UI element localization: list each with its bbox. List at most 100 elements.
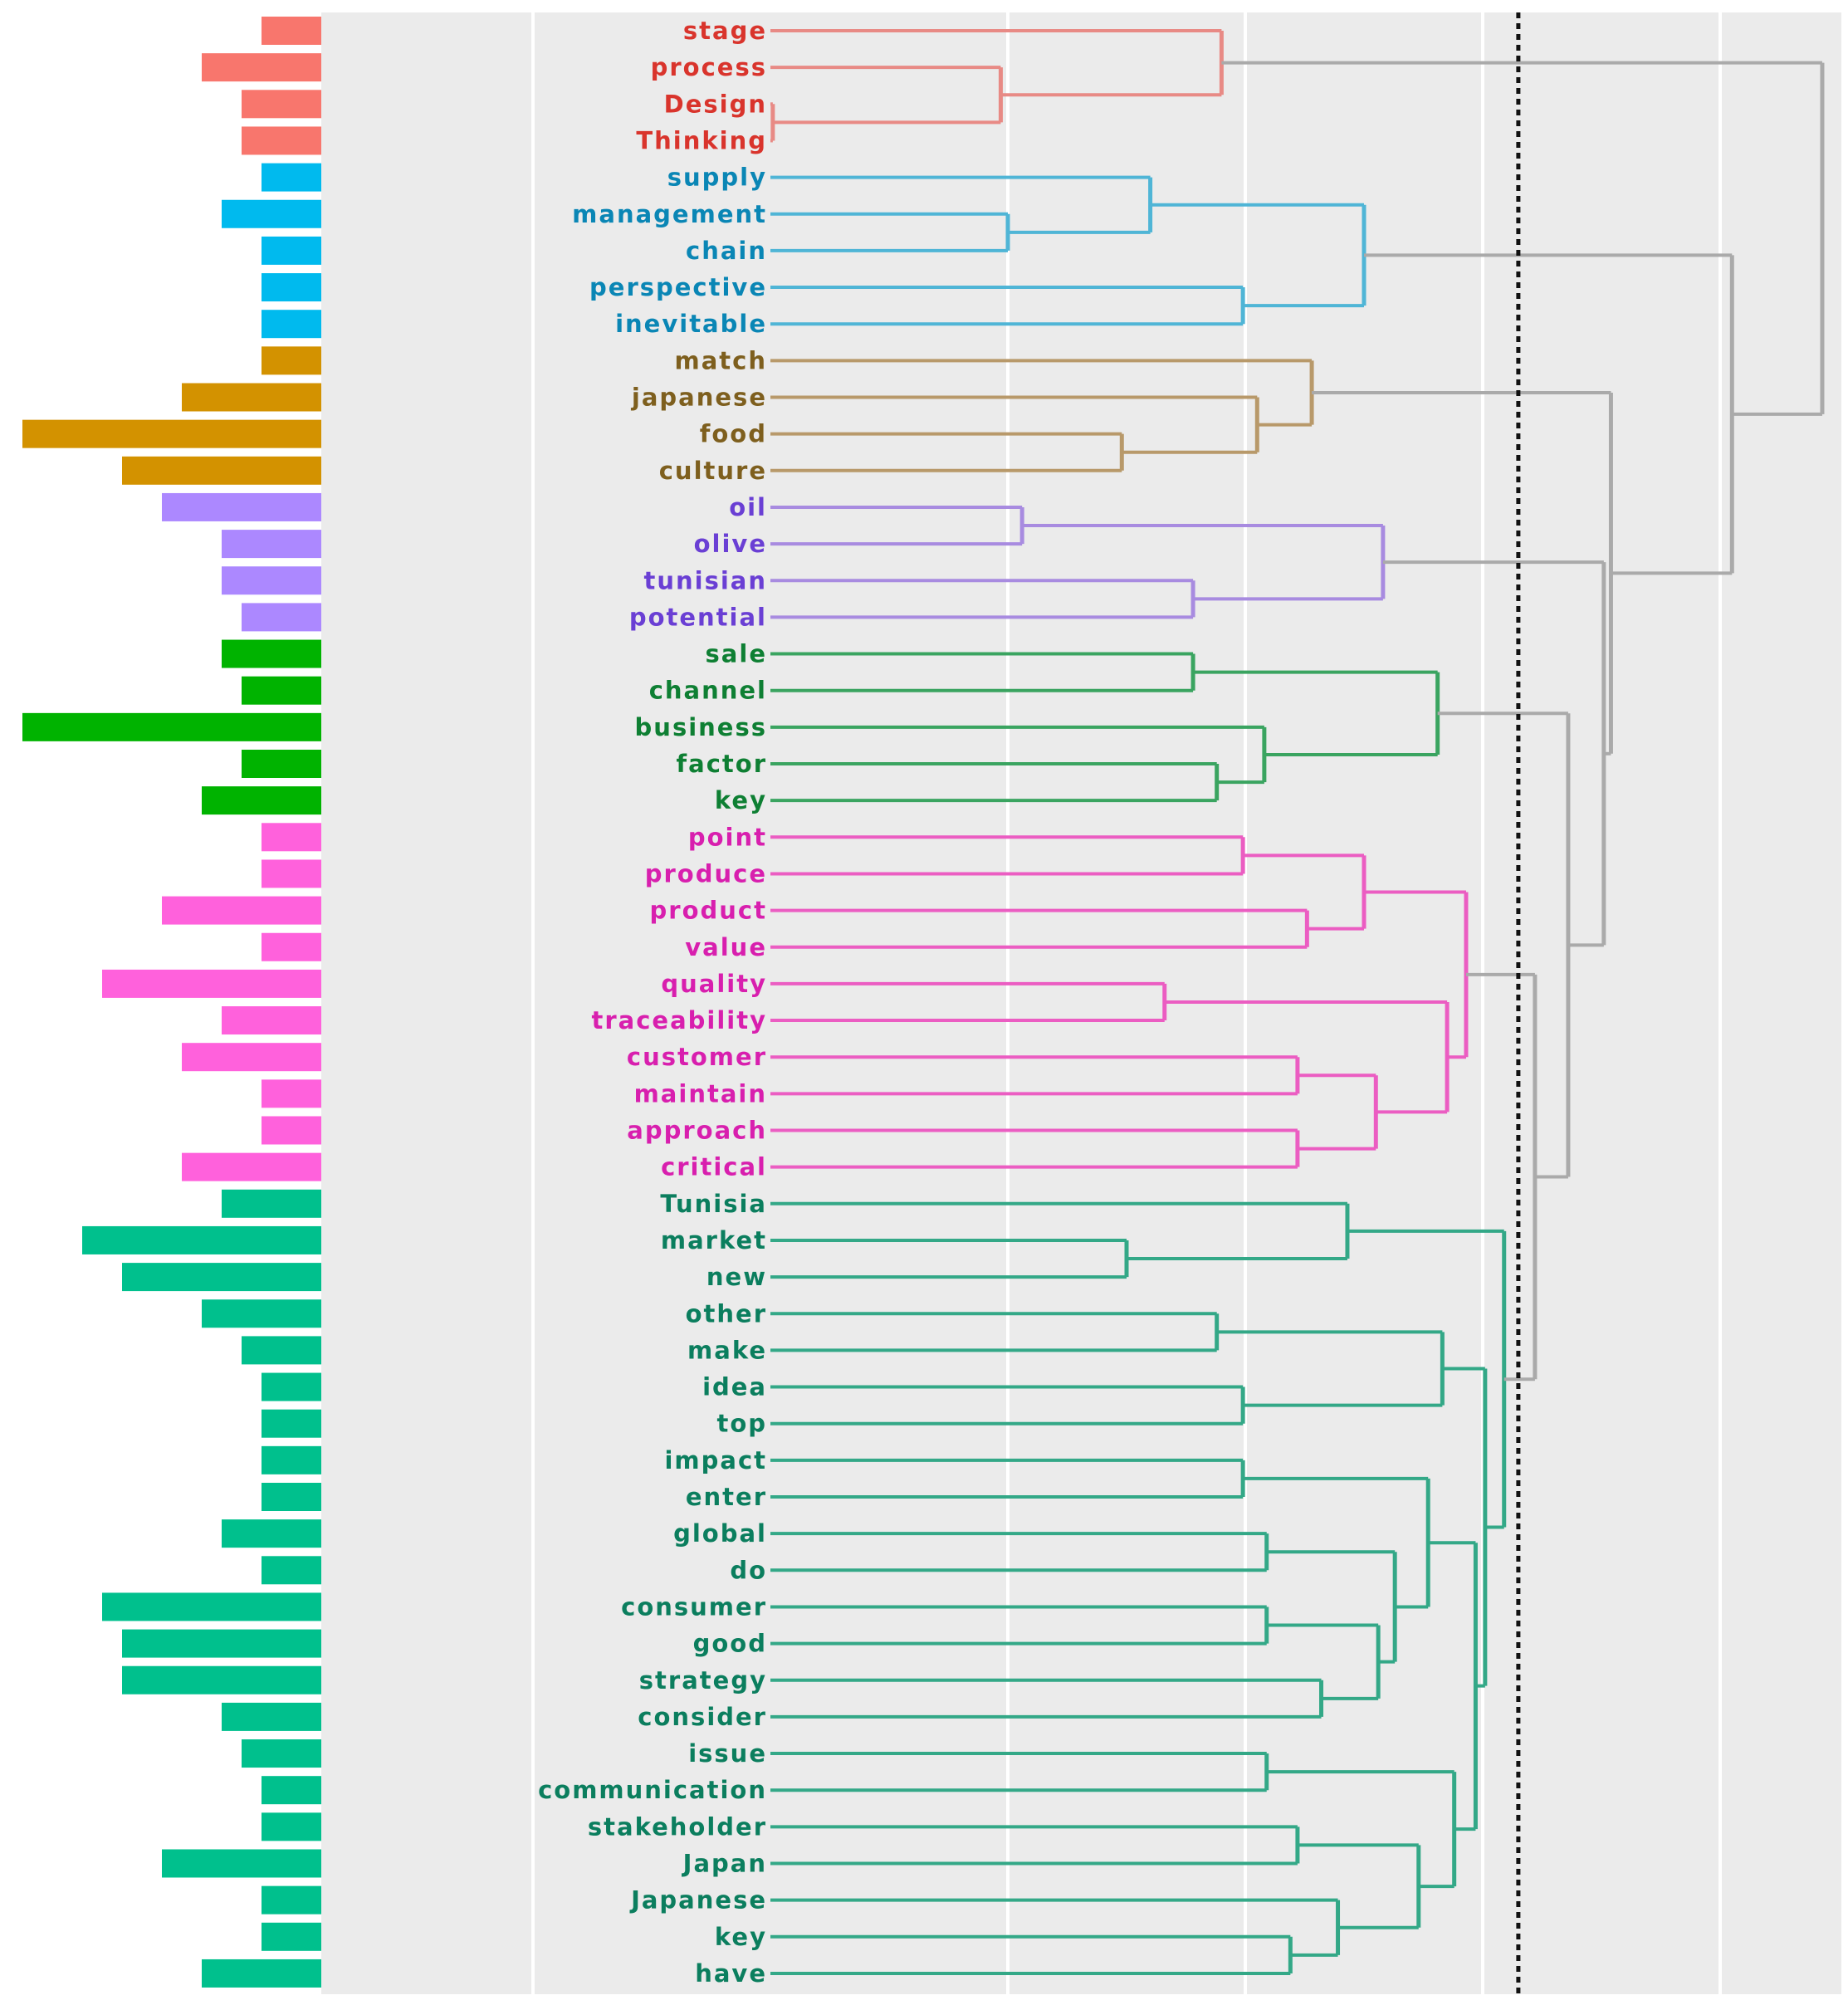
leaf-label: Thinking (636, 126, 767, 154)
leaf-label: strategy (639, 1666, 767, 1694)
bar-tunisian (222, 566, 321, 595)
bar-culture (122, 456, 321, 485)
leaf-label: oil (729, 493, 767, 521)
leaf-label: enter (686, 1483, 767, 1511)
bar-consider (222, 1702, 321, 1731)
panel-background (321, 12, 1841, 1994)
leaf-label: maintain (634, 1079, 767, 1108)
leaf-label: market (661, 1226, 767, 1254)
leaf-label: do (730, 1556, 767, 1584)
bar-thinking (242, 126, 321, 155)
leaf-label: match (675, 346, 768, 374)
leaf-label: Japan (682, 1850, 767, 1878)
bar-management (222, 199, 321, 228)
leaf-label: customer (627, 1043, 767, 1071)
bar-market (82, 1225, 321, 1254)
leaf-label: produce (645, 859, 767, 888)
bar-stage (262, 17, 321, 45)
bar-consumer (102, 1592, 321, 1621)
bar-value (262, 932, 321, 961)
bar-stakeholder (262, 1812, 321, 1841)
leaf-label: channel (649, 677, 767, 705)
leaf-label: Design (664, 90, 767, 118)
leaf-label: other (686, 1299, 767, 1328)
leaf-label: good (693, 1630, 767, 1658)
leaf-label: point (688, 823, 767, 851)
leaf-label: olive (694, 530, 767, 558)
bar-olive (222, 530, 321, 559)
bar-process (202, 53, 321, 82)
leaf-label: Japanese (629, 1886, 767, 1915)
leaf-label: Tunisia (660, 1190, 767, 1218)
leaf-label: issue (688, 1739, 767, 1768)
bar-design (242, 90, 321, 119)
bar-supply (262, 163, 321, 192)
bar-japan (162, 1849, 321, 1878)
bar-japanese (182, 383, 321, 412)
frequency-bars (22, 17, 321, 1988)
bar-new (122, 1263, 321, 1292)
leaf-label: top (716, 1410, 767, 1438)
leaf-label: factor (677, 750, 767, 778)
bar-issue (242, 1739, 321, 1768)
bar-customer (182, 1043, 321, 1072)
leaf-label: supply (667, 164, 767, 192)
leaf-label: product (650, 897, 767, 925)
leaf-label: stakeholder (588, 1812, 767, 1841)
bar-critical (182, 1152, 321, 1181)
bar-channel (242, 676, 321, 705)
bar-communication (262, 1776, 321, 1805)
bar-food (22, 419, 321, 448)
leaf-label: critical (661, 1153, 767, 1181)
bar-sale (222, 639, 321, 668)
leaf-label: consider (638, 1703, 767, 1731)
bar-idea (262, 1372, 321, 1401)
leaf-label: sale (706, 640, 767, 668)
leaf-label: value (685, 933, 767, 961)
bar-traceability (222, 1006, 321, 1035)
leaf-label: approach (627, 1117, 767, 1145)
bar-have (202, 1959, 321, 1988)
bar-point (262, 823, 321, 852)
bar-oil (162, 492, 321, 521)
leaf-label: idea (702, 1373, 767, 1401)
bar-make (242, 1336, 321, 1365)
bar-potential (242, 603, 321, 632)
bar-approach (262, 1116, 321, 1145)
leaf-label: japanese (631, 384, 767, 412)
bar-business (22, 712, 321, 741)
bar-good (122, 1629, 321, 1658)
bar-do (262, 1556, 321, 1585)
leaf-label: process (651, 53, 767, 81)
leaf-label: global (673, 1519, 767, 1548)
leaf-label: have (695, 1959, 767, 1988)
bar-perspective (262, 273, 321, 302)
leaf-label: culture (659, 457, 767, 485)
leaf-label: chain (686, 237, 767, 265)
bar-key (202, 786, 321, 815)
leaf-label: potential (629, 603, 767, 631)
bar-quality (102, 969, 321, 998)
bar-inevitable (262, 310, 321, 339)
leaf-label: impact (664, 1446, 767, 1474)
leaf-label: management (572, 200, 767, 228)
leaf-labels: stage process Design Thinking supply manageme… (538, 17, 768, 1988)
bar-match (262, 346, 321, 375)
bar-produce (262, 859, 321, 888)
bar-japanese (262, 1885, 321, 1915)
leaf-label: consumer (621, 1592, 767, 1621)
leaf-label: inevitable (615, 310, 767, 338)
bar-impact (262, 1445, 321, 1474)
leaf-label: stage (683, 17, 767, 45)
bar-other (202, 1299, 321, 1328)
bar-factor (242, 750, 321, 778)
bar-product (162, 896, 321, 925)
leaf-label: new (706, 1263, 767, 1291)
leaf-label: key (715, 1923, 767, 1951)
bar-global (222, 1519, 321, 1548)
leaf-label: business (635, 713, 767, 741)
bar-top (262, 1409, 321, 1438)
bar-chain (262, 236, 321, 265)
leaf-label: communication (538, 1776, 767, 1804)
